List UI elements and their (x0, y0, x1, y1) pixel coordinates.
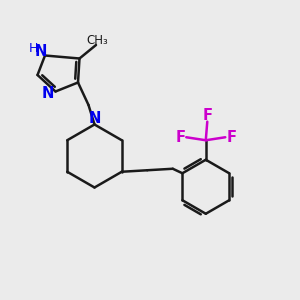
Text: F: F (226, 130, 236, 145)
Text: N: N (88, 111, 101, 126)
Text: N: N (42, 86, 54, 101)
Text: F: F (175, 130, 185, 145)
Text: F: F (202, 108, 212, 123)
Text: CH₃: CH₃ (87, 34, 108, 47)
Text: N: N (34, 44, 47, 59)
Text: H: H (28, 41, 38, 55)
